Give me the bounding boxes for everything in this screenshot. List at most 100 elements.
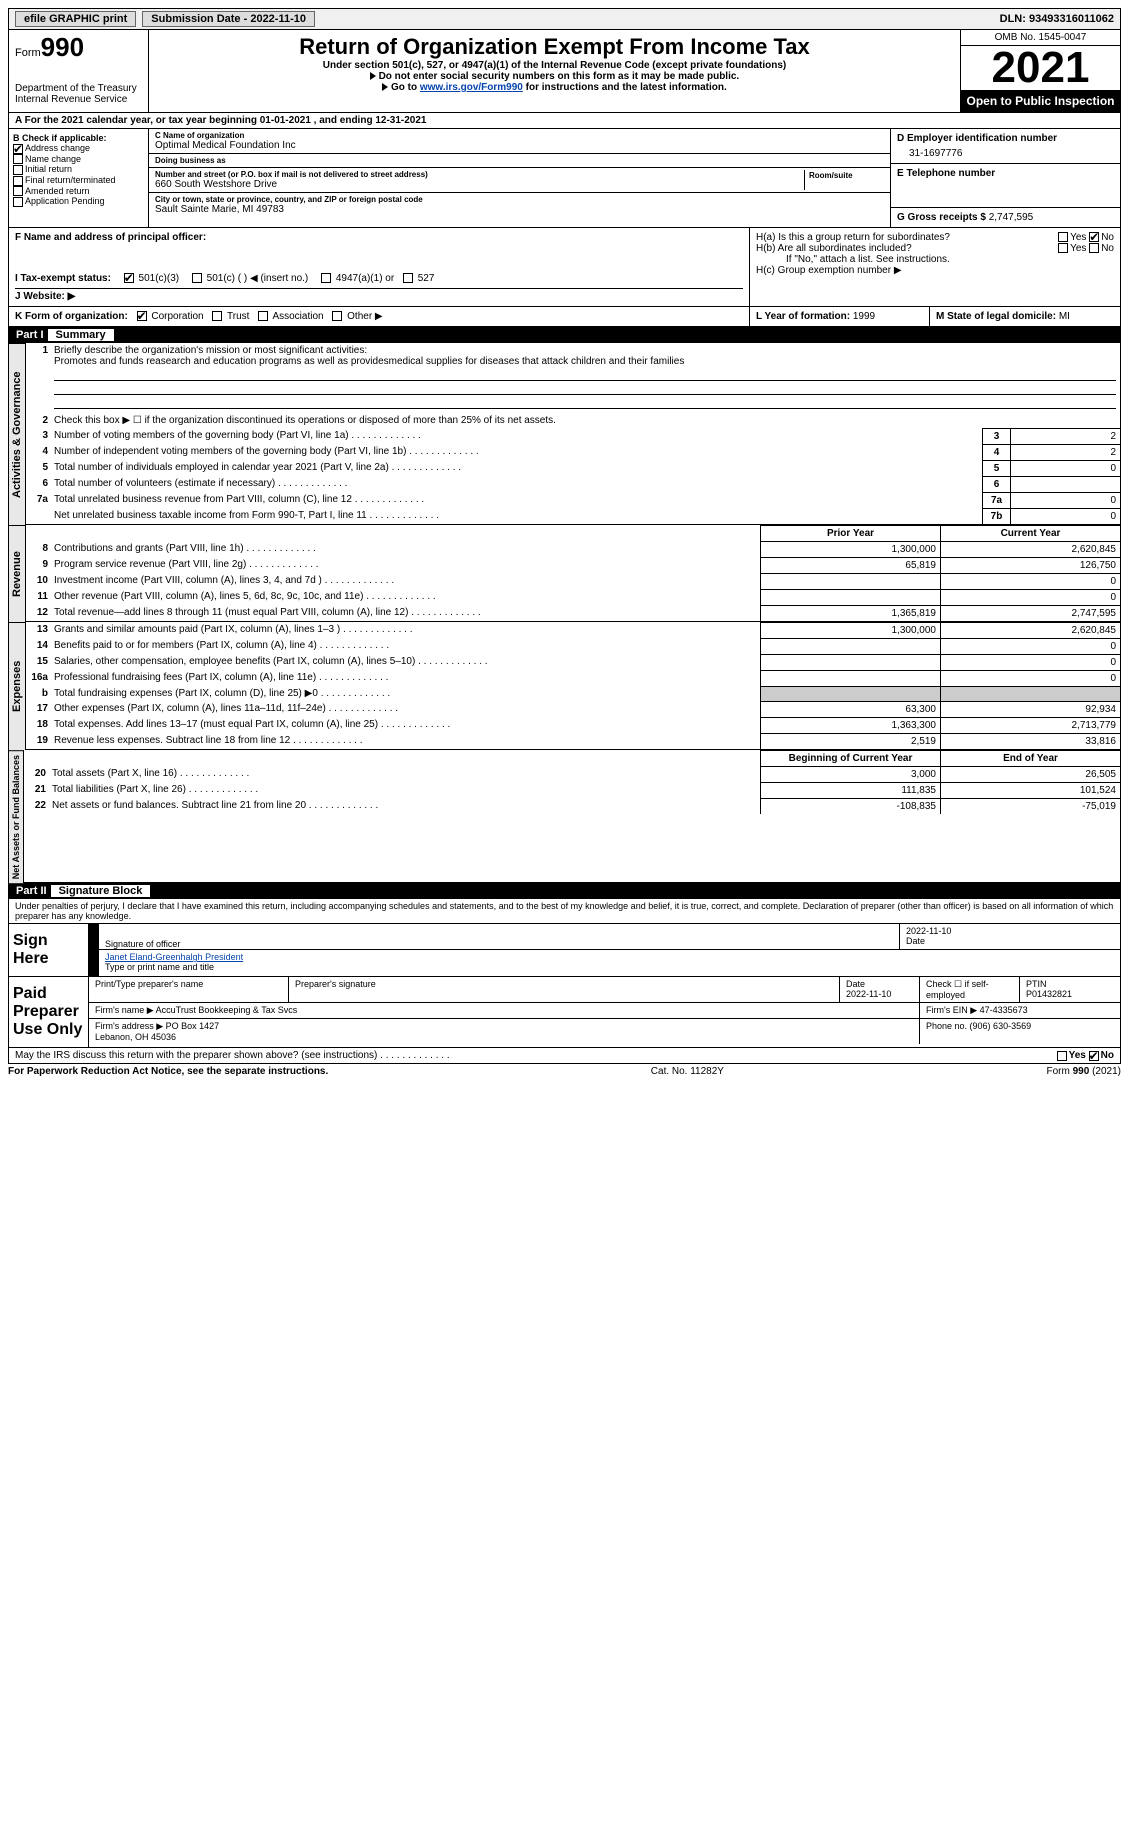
opt-501c: 501(c) ( ) ◀ (insert no.) xyxy=(207,273,309,284)
ein-label: D Employer identification number xyxy=(897,133,1114,144)
line2-text: Check this box ▶ ☐ if the organization d… xyxy=(50,413,1120,428)
summary-line: 5Total number of individuals employed in… xyxy=(26,460,1120,476)
chk-amended[interactable] xyxy=(13,186,23,196)
footer-right: Form 990 (2021) xyxy=(1047,1066,1121,1077)
col-b-heading: B Check if applicable: xyxy=(13,133,144,143)
self-employed-check: Check ☐ if self-employed xyxy=(920,977,1020,1002)
year-formation: 1999 xyxy=(853,311,875,322)
col-b-checkboxes: B Check if applicable: Address change Na… xyxy=(9,129,149,227)
chk-final[interactable] xyxy=(13,176,23,186)
vert-net: Net Assets or Fund Balances xyxy=(8,750,24,883)
form-label: Form xyxy=(15,47,41,59)
h-b-note: If "No," attach a list. See instructions… xyxy=(756,254,1114,265)
opt-initial: Initial return xyxy=(25,164,72,174)
data-line: 11Other revenue (Part VIII, column (A), … xyxy=(26,589,1120,605)
opt-trust: Trust xyxy=(227,311,249,322)
chk-501c[interactable] xyxy=(192,273,202,283)
dept-treasury: Department of the Treasury Internal Reve… xyxy=(15,83,142,105)
chk-527[interactable] xyxy=(403,273,413,283)
year-end: 12-31-2021 xyxy=(375,115,426,126)
data-line: 17Other expenses (Part IX, column (A), l… xyxy=(26,701,1120,717)
col-begin-year: Beginning of Current Year xyxy=(760,750,940,766)
firm-name: AccuTrust Bookkeeping & Tax Svcs xyxy=(156,1005,298,1015)
top-bar: efile GRAPHIC print Submission Date - 20… xyxy=(8,8,1121,30)
chk-initial[interactable] xyxy=(13,165,23,175)
data-line: 18Total expenses. Add lines 13–17 (must … xyxy=(26,717,1120,733)
dln-value: 93493316011062 xyxy=(1029,13,1114,25)
chk-pending[interactable] xyxy=(13,197,23,207)
phone-label: E Telephone number xyxy=(897,168,995,179)
discuss-text: May the IRS discuss this return with the… xyxy=(15,1050,450,1061)
chk-assoc[interactable] xyxy=(258,311,268,321)
summary-line: 3Number of voting members of the governi… xyxy=(26,428,1120,444)
chk-name-change[interactable] xyxy=(13,154,23,164)
dln-box: DLN: 93493316011062 xyxy=(994,11,1120,27)
yes-label: Yes xyxy=(1070,232,1086,243)
h-a-label: H(a) Is this a group return for subordin… xyxy=(756,232,976,243)
yes-label: Yes xyxy=(1069,1050,1086,1061)
mission-text: Promotes and funds reasearch and educati… xyxy=(54,356,684,367)
firm-ein-label: Firm's EIN ▶ xyxy=(926,1005,980,1015)
chk-4947[interactable] xyxy=(321,273,331,283)
paid-preparer-section: Paid Preparer Use Only Print/Type prepar… xyxy=(8,977,1121,1048)
officer-name-title[interactable]: Janet Eland-Greenhalgh President xyxy=(105,952,243,962)
chk-other[interactable] xyxy=(332,311,342,321)
sig-officer-label: Signature of officer xyxy=(105,939,180,949)
vert-rev: Revenue xyxy=(8,525,26,622)
col-current-year: Current Year xyxy=(940,525,1120,541)
data-line: 10Investment income (Part VIII, column (… xyxy=(26,573,1120,589)
h-b-label: H(b) Are all subordinates included? xyxy=(756,243,976,254)
ptin-value: P01432821 xyxy=(1026,989,1072,999)
efile-print-button[interactable]: efile GRAPHIC print xyxy=(15,11,136,27)
submission-date: 2022-11-10 xyxy=(250,13,306,25)
form-subtitle: Under section 501(c), 527, or 4947(a)(1)… xyxy=(153,60,956,71)
form-org-label: K Form of organization: xyxy=(15,311,128,322)
date-label: Date xyxy=(906,936,925,946)
chk-discuss-no[interactable] xyxy=(1089,1051,1099,1061)
firm-addr-label: Firm's address ▶ xyxy=(95,1021,166,1031)
chk-501c3[interactable] xyxy=(124,273,134,283)
h-c-label: H(c) Group exemption number ▶ xyxy=(756,265,1114,276)
chk-trust[interactable] xyxy=(212,311,222,321)
prep-date-label: Date xyxy=(846,979,865,989)
chk-hb-yes[interactable] xyxy=(1058,243,1068,253)
submission-date-box: Submission Date - 2022-11-10 xyxy=(142,11,315,27)
sign-here-section: Sign Here Signature of officer 2022-11-1… xyxy=(8,924,1121,977)
street-address: 660 South Westshore Drive xyxy=(155,179,804,190)
chk-ha-yes[interactable] xyxy=(1058,232,1068,242)
col-end-year: End of Year xyxy=(940,750,1120,766)
section-expenses: Expenses 13Grants and similar amounts pa… xyxy=(8,622,1121,750)
chk-ha-no[interactable] xyxy=(1089,232,1099,242)
yes-label: Yes xyxy=(1070,243,1086,254)
row-a-text: A For the 2021 calendar year, or tax yea… xyxy=(15,115,260,126)
opt-other: Other ▶ xyxy=(347,311,382,322)
form-header: Form990 Department of the Treasury Inter… xyxy=(8,30,1121,113)
no-label: No xyxy=(1101,232,1114,243)
paid-preparer-label: Paid Preparer Use Only xyxy=(9,977,89,1047)
ptin-label: PTIN xyxy=(1026,979,1047,989)
tax-exempt-label: I Tax-exempt status: xyxy=(15,273,111,284)
summary-line: Net unrelated business taxable income fr… xyxy=(26,508,1120,524)
data-line: 21Total liabilities (Part X, line 26)111… xyxy=(24,782,1120,798)
gross-receipts: 2,747,595 xyxy=(989,212,1034,223)
officer-label: F Name and address of principal officer: xyxy=(15,232,206,243)
chk-address-change[interactable] xyxy=(13,144,23,154)
no-label: No xyxy=(1101,243,1114,254)
domicile-label: M State of legal domicile: xyxy=(936,311,1059,322)
section-revenue: Revenue Prior Year Current Year 8Contrib… xyxy=(8,525,1121,622)
chk-hb-no[interactable] xyxy=(1089,243,1099,253)
data-line: 22Net assets or fund balances. Subtract … xyxy=(24,798,1120,814)
chk-corp[interactable] xyxy=(137,311,147,321)
data-line: 16aProfessional fundraising fees (Part I… xyxy=(26,670,1120,686)
city-label: City or town, state or province, country… xyxy=(155,195,884,204)
part1-header: Part I Summary xyxy=(8,327,1121,343)
row-a-tax-year: A For the 2021 calendar year, or tax yea… xyxy=(8,113,1121,129)
opt-corp: Corporation xyxy=(151,311,203,322)
part2-header: Part II Signature Block xyxy=(8,883,1121,899)
irs-link[interactable]: www.irs.gov/Form990 xyxy=(420,82,523,93)
data-line: 19Revenue less expenses. Subtract line 1… xyxy=(26,733,1120,749)
row-a-text2: , and ending xyxy=(311,115,375,126)
chk-discuss-yes[interactable] xyxy=(1057,1051,1067,1061)
dba-label: Doing business as xyxy=(155,156,226,165)
part1-title: Summary xyxy=(48,329,114,341)
